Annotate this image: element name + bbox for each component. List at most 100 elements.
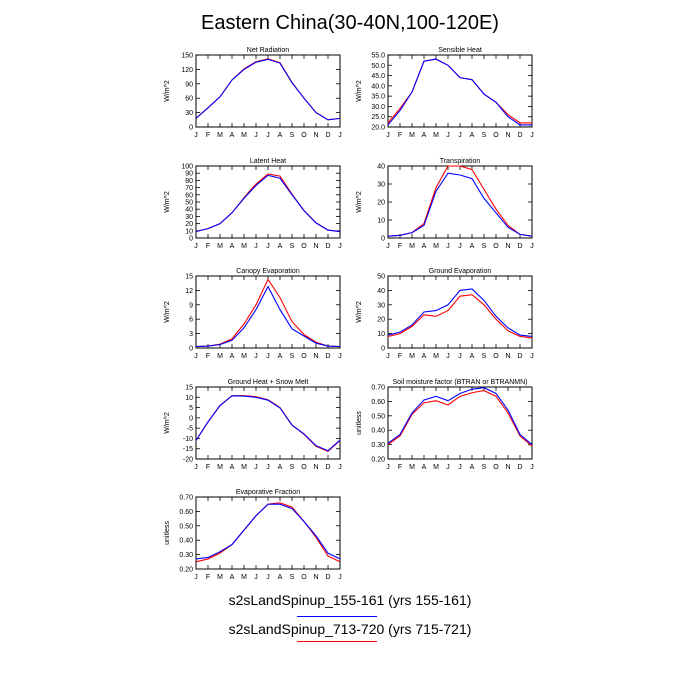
x-tick-label: A	[470, 132, 475, 139]
y-tick-label: 30	[377, 182, 385, 189]
x-tick-label: A	[278, 132, 283, 139]
legend-label-series-1: s2sLandSpinup_155-161 (yrs 155-161)	[228, 592, 472, 608]
y-tick-label: 0	[381, 346, 385, 353]
x-tick-label: D	[517, 464, 522, 471]
x-tick-label: S	[290, 353, 295, 360]
y-tick-label: -15	[183, 446, 193, 453]
x-tick-label: O	[493, 243, 499, 250]
series-line-1	[387, 172, 533, 237]
y-tick-label: 15	[185, 274, 193, 281]
y-tick-label: 30	[185, 214, 193, 221]
x-tick-label: D	[325, 574, 330, 581]
x-tick-label: S	[482, 132, 487, 139]
x-tick-label: F	[206, 353, 210, 360]
y-tick-label: 0	[189, 125, 193, 132]
x-tick-label: N	[313, 243, 318, 250]
x-tick-label: S	[290, 574, 295, 581]
y-tick-label: 9	[189, 302, 193, 309]
x-tick-label: O	[301, 464, 307, 471]
y-tick-label: 30	[377, 302, 385, 309]
legend-line-series-1	[297, 616, 377, 617]
y-tick-label: 0.50	[179, 523, 193, 530]
series-line-1	[195, 503, 341, 560]
x-tick-label: F	[206, 243, 210, 250]
y-tick-label: 60	[185, 96, 193, 103]
y-axis-label: unitless	[356, 411, 363, 435]
x-tick-label: M	[433, 243, 439, 250]
y-tick-label: 0.50	[371, 413, 385, 420]
x-tick-label: J	[194, 243, 198, 250]
y-tick-label: 0.20	[179, 567, 193, 574]
x-tick-label: F	[398, 464, 402, 471]
x-tick-label: O	[301, 132, 307, 139]
y-tick-label: 0.60	[371, 399, 385, 406]
series-line-2	[387, 58, 532, 124]
y-tick-label: 100	[181, 164, 193, 171]
x-tick-label: A	[278, 574, 283, 581]
y-tick-label: 70	[185, 185, 193, 192]
y-tick-label: 25.0	[371, 114, 385, 121]
y-tick-label: 10	[377, 218, 385, 225]
y-axis-label: W/m^2	[356, 191, 363, 213]
x-tick-label: O	[301, 574, 307, 581]
x-tick-label: M	[217, 353, 223, 360]
x-tick-label: N	[313, 464, 318, 471]
x-tick-label: J	[254, 353, 258, 360]
x-tick-label: J	[338, 132, 342, 139]
x-tick-label: S	[290, 464, 295, 471]
x-tick-label: N	[313, 132, 318, 139]
x-tick-label: J	[266, 574, 270, 581]
y-tick-label: 6	[189, 317, 193, 324]
panel-title: Canopy Evaporation	[236, 268, 300, 275]
y-tick-label: 5	[189, 405, 193, 412]
x-tick-label: J	[530, 353, 534, 360]
y-tick-label: 0.20	[371, 457, 385, 464]
y-tick-label: 40	[185, 207, 193, 214]
y-tick-label: 0	[189, 346, 193, 353]
x-tick-label: M	[433, 464, 439, 471]
y-tick-label: 90	[185, 81, 193, 88]
x-tick-label: M	[409, 464, 415, 471]
y-tick-label: 35.0	[371, 94, 385, 101]
y-tick-label: 10	[377, 331, 385, 338]
panel-title: Net Radiation	[247, 47, 290, 54]
x-tick-label: D	[517, 243, 522, 250]
y-tick-label: -10	[183, 436, 193, 443]
legend-label-series-2: s2sLandSpinup_713-720 (yrs 715-721)	[228, 621, 472, 637]
y-tick-label: 55.0	[371, 53, 385, 60]
y-tick-label: 50	[377, 274, 385, 281]
y-tick-label: 80	[185, 178, 193, 185]
x-tick-label: F	[206, 132, 210, 139]
x-tick-label: A	[470, 353, 475, 360]
panel-7: Ground Heat + Snow Melt W/m^2 -20 -15 -10 -5 0…	[164, 379, 342, 471]
x-tick-label: J	[530, 243, 534, 250]
x-tick-label: S	[482, 464, 487, 471]
x-tick-label: D	[325, 464, 330, 471]
x-tick-label: A	[422, 353, 427, 360]
x-tick-label: N	[505, 353, 510, 360]
x-tick-label: J	[446, 132, 450, 139]
legend-entry-series-1: s2sLandSpinup_155-161 (yrs 155-161)	[0, 592, 700, 608]
y-tick-label: 12	[185, 288, 193, 295]
x-tick-label: S	[482, 353, 487, 360]
x-tick-label: F	[398, 243, 402, 250]
y-tick-label: 40	[377, 164, 385, 171]
x-tick-label: D	[325, 243, 330, 250]
x-tick-label: J	[446, 243, 450, 250]
x-tick-label: J	[530, 132, 534, 139]
plot-frame	[195, 386, 341, 460]
panel-title: Transpiration	[440, 158, 481, 165]
y-tick-label: 20	[377, 200, 385, 207]
x-tick-label: D	[325, 353, 330, 360]
series-line-2	[195, 58, 341, 121]
y-tick-label: 0.40	[371, 428, 385, 435]
x-tick-label: S	[482, 243, 487, 250]
y-tick-label: 50	[185, 200, 193, 207]
y-tick-label: 0.70	[179, 495, 193, 502]
series-line-2	[195, 278, 341, 348]
x-tick-label: J	[458, 464, 462, 471]
y-tick-label: 0	[189, 415, 193, 422]
